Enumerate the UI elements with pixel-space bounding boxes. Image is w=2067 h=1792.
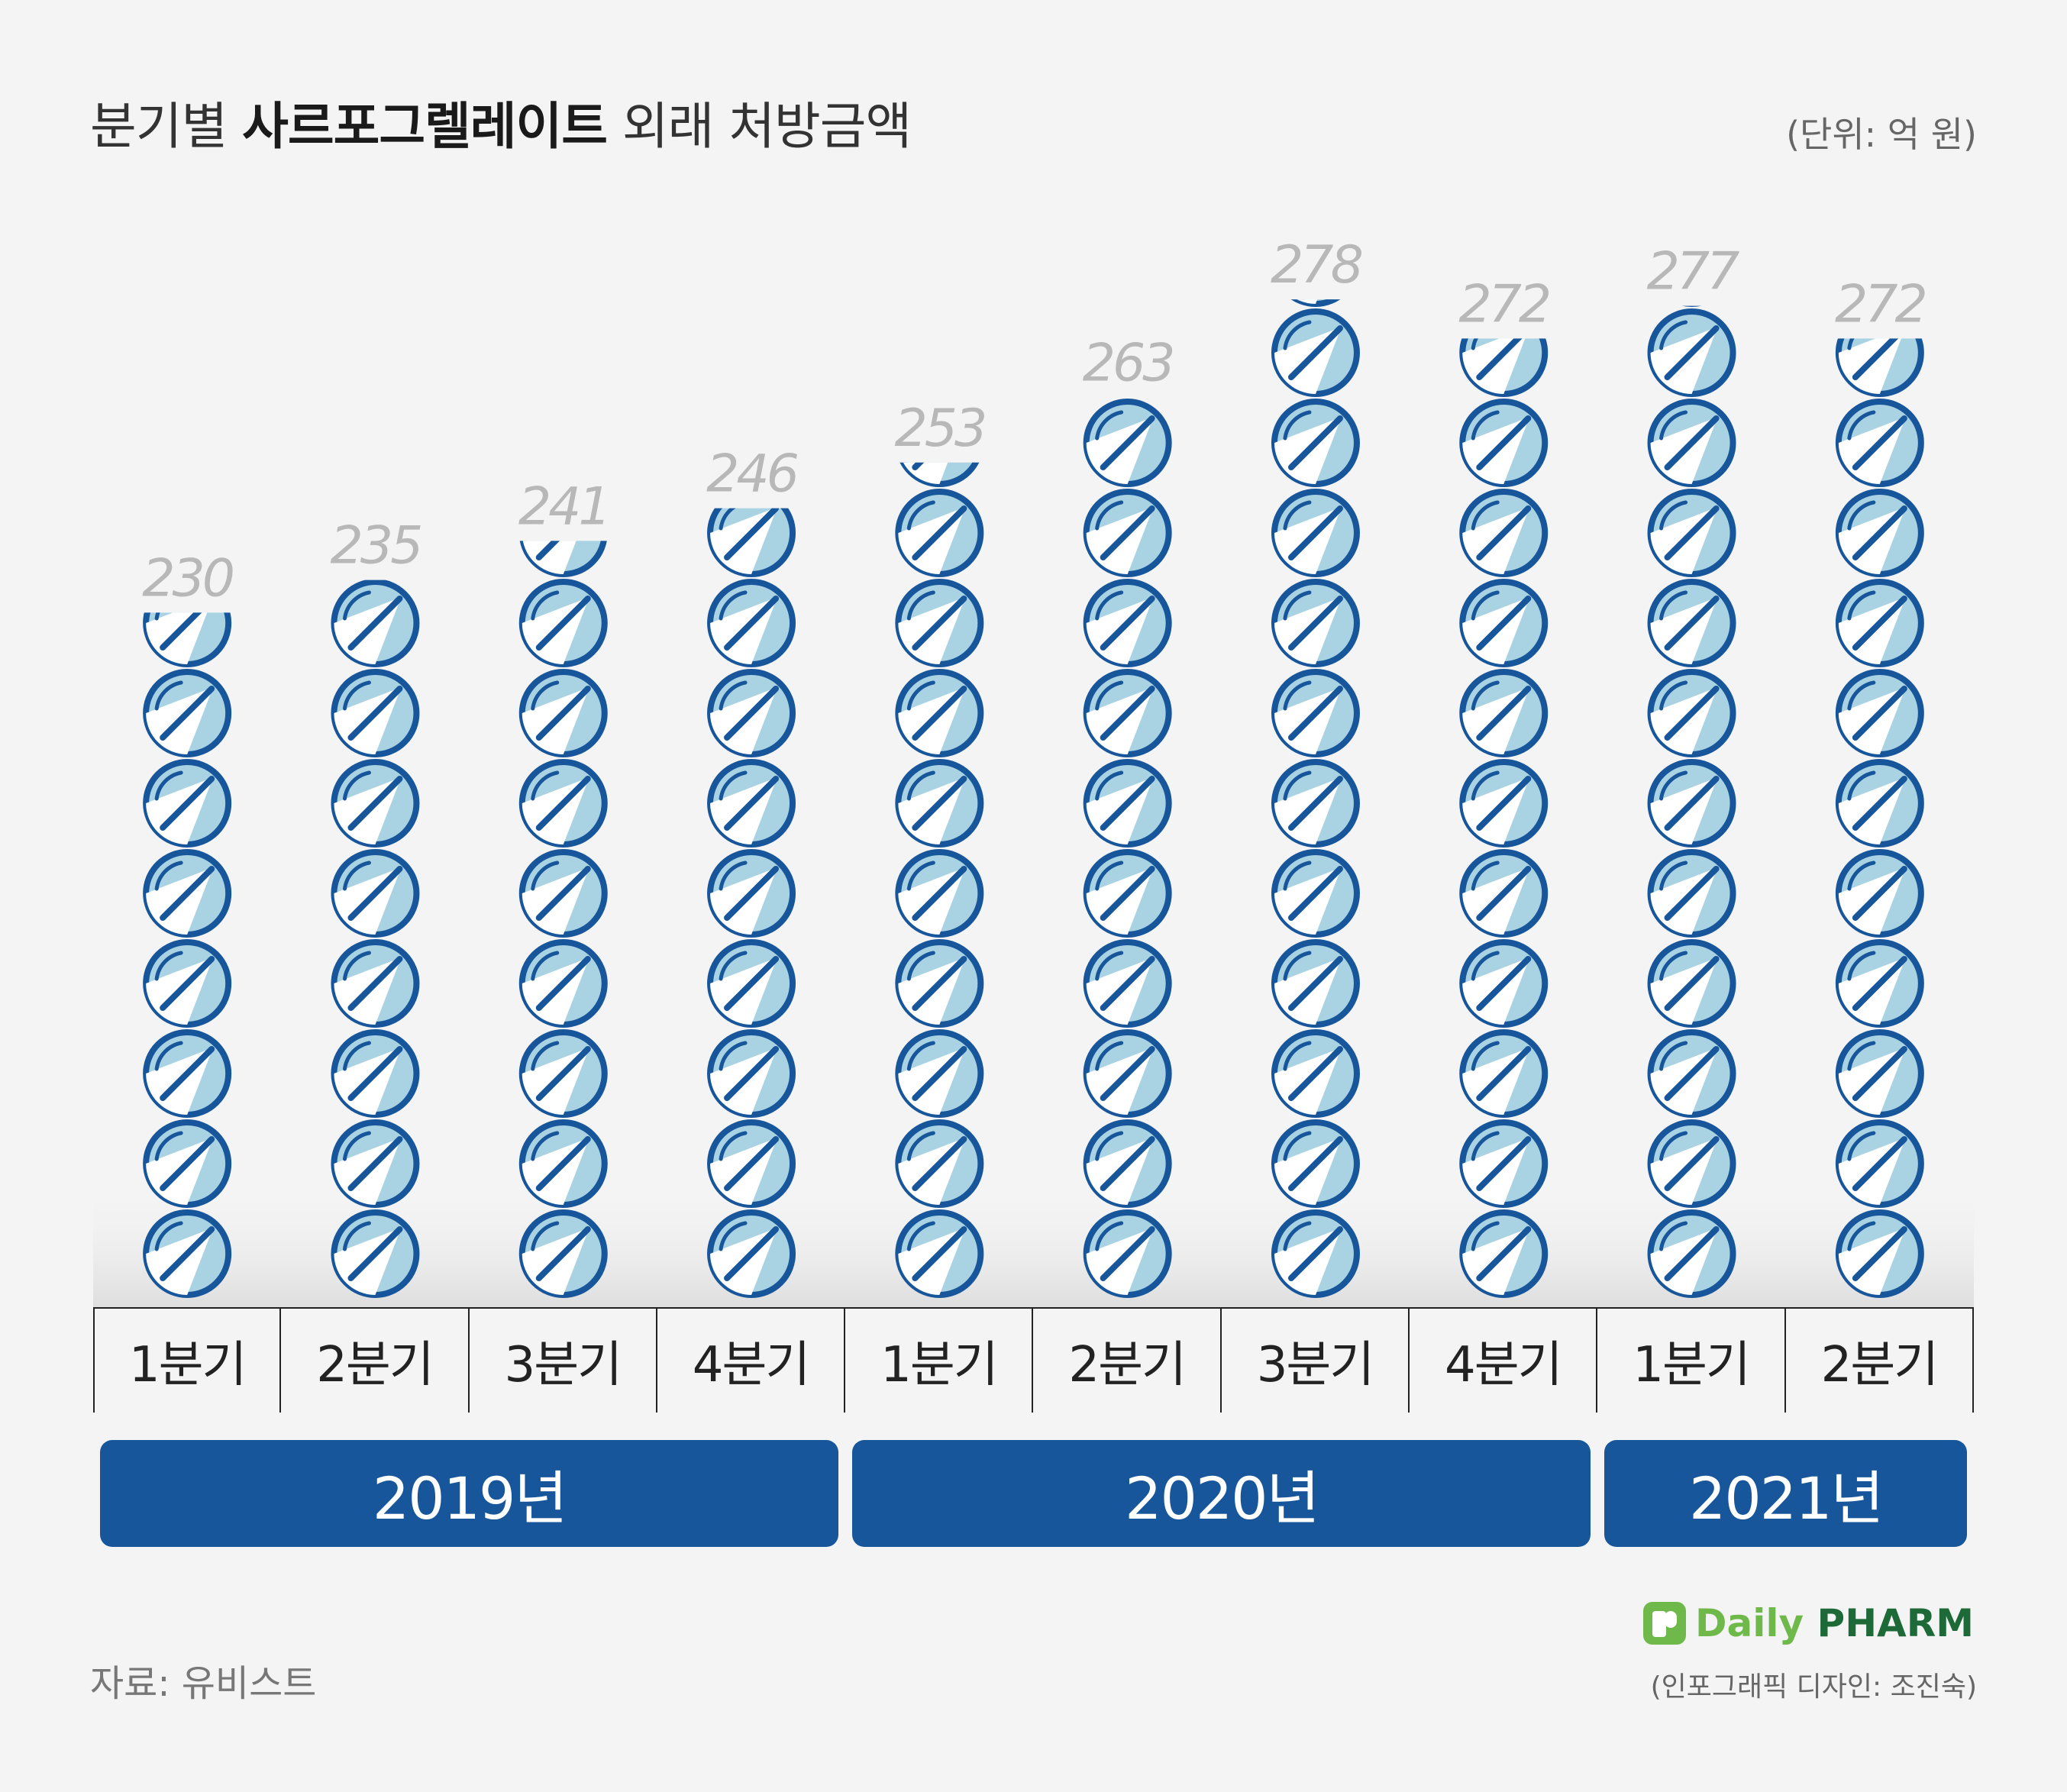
- quarter-label: 2분기: [1786, 1309, 1974, 1413]
- quarter-label: 1분기: [1597, 1309, 1786, 1413]
- value-label: 246: [706, 444, 798, 505]
- pill-stack-9: [1835, 338, 1924, 1298]
- value-label: 230: [142, 548, 233, 609]
- pill-stack-6: [1271, 299, 1360, 1298]
- logo-text: Daily PHARM: [1695, 1601, 1974, 1645]
- pill-stack-7: [1459, 338, 1549, 1298]
- quarter-axis: 1분기 2분기 3분기 4분기 1분기 2분기 3분기 4분기 1분기 2분기: [93, 1307, 1974, 1413]
- value-label: 263: [1083, 333, 1173, 393]
- unit-label: (단위: 억 원): [1786, 114, 1977, 155]
- dailypharm-logo: Daily PHARM: [1642, 1600, 1974, 1646]
- source-label: 자료: 유비스트: [90, 1662, 317, 1705]
- value-label: 235: [331, 516, 421, 576]
- year-label: 2019년: [100, 1440, 839, 1547]
- value-label: 272: [1458, 274, 1549, 334]
- pill-stack-4: [895, 462, 984, 1298]
- title-suffix: 외래 처방금액: [622, 97, 912, 156]
- pill-stack-8: [1647, 305, 1736, 1298]
- quarter-label: 1분기: [845, 1309, 1034, 1413]
- quarter-label: 2분기: [1034, 1309, 1222, 1413]
- pill-stack-3: [707, 508, 796, 1298]
- pill-stack-1: [331, 580, 420, 1298]
- title-prefix: 분기별: [90, 97, 228, 156]
- value-label: 241: [518, 476, 609, 537]
- quarter-label: 3분기: [470, 1309, 657, 1413]
- credit-label: (인포그래픽 디자인: 조진숙): [1650, 1671, 1977, 1703]
- pill-stack-0: [143, 612, 232, 1298]
- chart-title: 분기별 사르포그렐레이트 외래 처방금액: [90, 86, 912, 159]
- quarter-label: 4분기: [657, 1309, 846, 1413]
- title-bold: 사르포그렐레이트: [242, 97, 608, 156]
- year-label: 2021년: [1604, 1440, 1967, 1547]
- value-label: 278: [1271, 235, 1362, 295]
- value-label: 272: [1835, 274, 1926, 334]
- pictogram-chart: 230 235 241 246 253 263 278 272 277 272: [93, 235, 1974, 1307]
- value-label: 253: [894, 399, 984, 459]
- quarter-label: 1분기: [93, 1309, 282, 1413]
- pill-stack-5: [1083, 399, 1172, 1298]
- quarter-label: 4분기: [1410, 1309, 1598, 1413]
- pill-stack-2: [518, 541, 608, 1298]
- value-label: 277: [1647, 242, 1740, 302]
- year-label: 2020년: [852, 1440, 1591, 1547]
- quarter-label: 2분기: [281, 1309, 470, 1413]
- logo-icon: [1643, 1602, 1686, 1645]
- quarter-label: 3분기: [1222, 1309, 1410, 1413]
